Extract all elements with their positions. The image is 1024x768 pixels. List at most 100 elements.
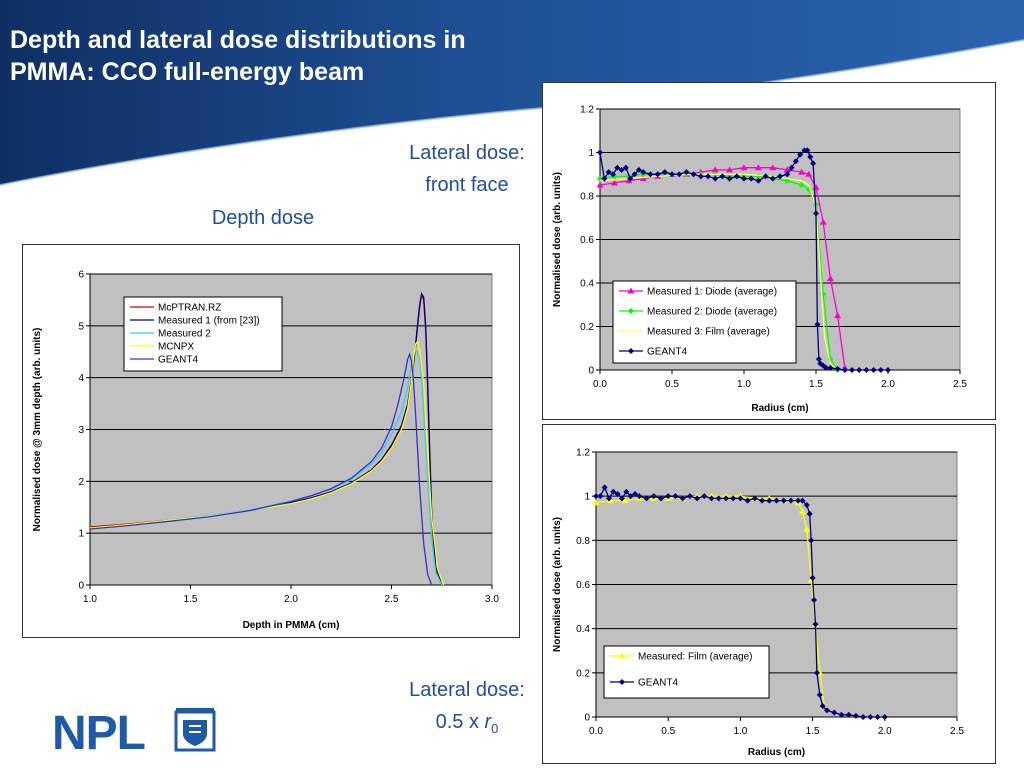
- npl-logo-text: NPL: [52, 707, 145, 754]
- x-tick-label: 2.5: [953, 379, 967, 390]
- data-point: [838, 711, 845, 718]
- data-point: [856, 367, 863, 373]
- data-point: [661, 169, 668, 176]
- data-point: [596, 181, 604, 188]
- x-tick-label: 1.5: [184, 594, 198, 605]
- legend-entry: Measured 2: [158, 329, 211, 340]
- legend-entry: Measured: Film (average): [638, 652, 752, 663]
- data-point: [609, 171, 616, 178]
- data-point: [827, 364, 834, 371]
- depth-dose-chart: 0 1 2 3 4 5 6 1.0 1.5 2.0 2.5 3.0 Depth in PMMA (cm)…: [32, 270, 499, 632]
- data-point: [606, 497, 614, 504]
- y-axis-label: Normalised dose @ 3mm depth (arb. units): [32, 328, 43, 532]
- lateral-half-chart-panel: 0 0.2 0.4 0.6 0.8 1 1.2 0.0 0.5 1.0 1.5 2.0 2.5 Radiu…: [542, 424, 996, 764]
- y-tick-label: 5: [78, 321, 84, 332]
- x-tick-label: 0.5: [665, 379, 679, 390]
- label-lateral-half-line-2: 0.5 x r0: [394, 706, 540, 745]
- data-point: [701, 493, 708, 500]
- x-tick-label: 2.0: [878, 726, 892, 737]
- y-tick-label: 0.6: [580, 235, 594, 246]
- y-tick-label: 0: [78, 581, 84, 592]
- lateral-front-chart: 0 0.2 0.4 0.6 0.8 1 1.2 0.0 0.5 1.0 1.5 2.0 2.5 Radiu…: [552, 105, 967, 415]
- data-point: [601, 175, 608, 182]
- data-point: [784, 171, 791, 178]
- data-point: [640, 169, 647, 176]
- legend: McPTRAN.RZ Measured 1 (from [23]) Measured…: [123, 296, 283, 372]
- x-axis-label: Radius (cm): [751, 403, 808, 414]
- y-tick-label: 1: [584, 492, 590, 503]
- data-point: [845, 711, 852, 718]
- data-point: [806, 510, 813, 517]
- data-point: [787, 497, 794, 504]
- x-tick-label: 2.0: [881, 379, 895, 390]
- data-point: [650, 493, 657, 500]
- data-point: [593, 493, 599, 500]
- label-lateral-front-line-1: Lateral dose:: [409, 142, 525, 164]
- data-point: [877, 367, 884, 373]
- data-point: [777, 173, 783, 180]
- data-point: [614, 164, 621, 171]
- x-axis-label: Radius (cm): [748, 747, 805, 758]
- x-tick-label: 1.5: [809, 379, 823, 390]
- y-tick-label: 1: [588, 148, 594, 159]
- data-point: [813, 210, 819, 217]
- label-lateral-front-line-2: front face: [425, 174, 509, 196]
- data-point: [672, 493, 679, 500]
- data-point: [852, 712, 859, 719]
- data-point: [627, 175, 634, 182]
- data-point: [874, 714, 881, 720]
- y-tick-label: 0.6: [576, 580, 590, 591]
- data-point: [798, 182, 805, 189]
- data-point: [826, 275, 834, 282]
- x-tick-label: 0.0: [593, 379, 607, 390]
- data-point: [719, 173, 726, 180]
- series-4: [597, 147, 891, 373]
- series-2: [593, 484, 888, 720]
- y-tick-label: 6: [78, 270, 84, 281]
- legend-entry: MCNPX: [158, 342, 194, 353]
- data-point: [751, 495, 758, 502]
- data-point: [803, 525, 811, 532]
- legend-marker: [619, 679, 625, 685]
- data-point: [816, 691, 823, 698]
- data-point: [601, 484, 608, 491]
- x-tick-label: 1.0: [83, 594, 97, 605]
- data-point: [744, 497, 751, 504]
- data-point: [824, 707, 831, 714]
- data-point: [759, 497, 766, 504]
- label-depth-dose: Depth dose: [211, 207, 315, 229]
- data-point: [647, 171, 654, 178]
- data-point: [614, 490, 621, 497]
- lateral-front-chart-panel: 0 0.2 0.4 0.6 0.8 1 1.2 0.0 0.5 1.0 1.5 2.0 2.5 Radiu…: [542, 82, 996, 420]
- data-point: [808, 537, 815, 544]
- data-point: [705, 173, 711, 180]
- series-3: [599, 173, 839, 371]
- y-tick-label: 0.2: [576, 668, 590, 679]
- data-point: [807, 153, 814, 160]
- y-tick-label: 1: [78, 529, 84, 540]
- data-point: [733, 173, 740, 180]
- x-tick-label: 3.0: [485, 594, 499, 605]
- data-point: [597, 175, 603, 182]
- legend-box: [612, 280, 797, 364]
- legend-entry: Measured 2: Diode (average): [647, 307, 777, 318]
- data-point: [766, 497, 773, 504]
- data-point: [627, 493, 634, 500]
- data-point: [799, 497, 806, 504]
- data-point: [795, 497, 802, 504]
- data-point: [643, 495, 650, 502]
- data-point: [737, 495, 744, 502]
- series-5: [89, 352, 433, 586]
- x-tick-label: 1.0: [733, 726, 747, 737]
- data-point: [622, 164, 629, 171]
- y-tick-label: 1.2: [580, 105, 594, 116]
- data-point: [834, 365, 841, 372]
- label-lateral-half-line-1: Lateral dose:: [409, 679, 525, 701]
- data-point: [885, 367, 891, 373]
- label-lateral-half-r: r: [484, 711, 492, 733]
- y-tick-label: 0: [588, 366, 594, 377]
- data-point: [769, 175, 776, 182]
- y-tick-label: 0.8: [576, 536, 590, 547]
- data-point: [788, 164, 795, 171]
- npl-logo: NPL: [52, 707, 216, 754]
